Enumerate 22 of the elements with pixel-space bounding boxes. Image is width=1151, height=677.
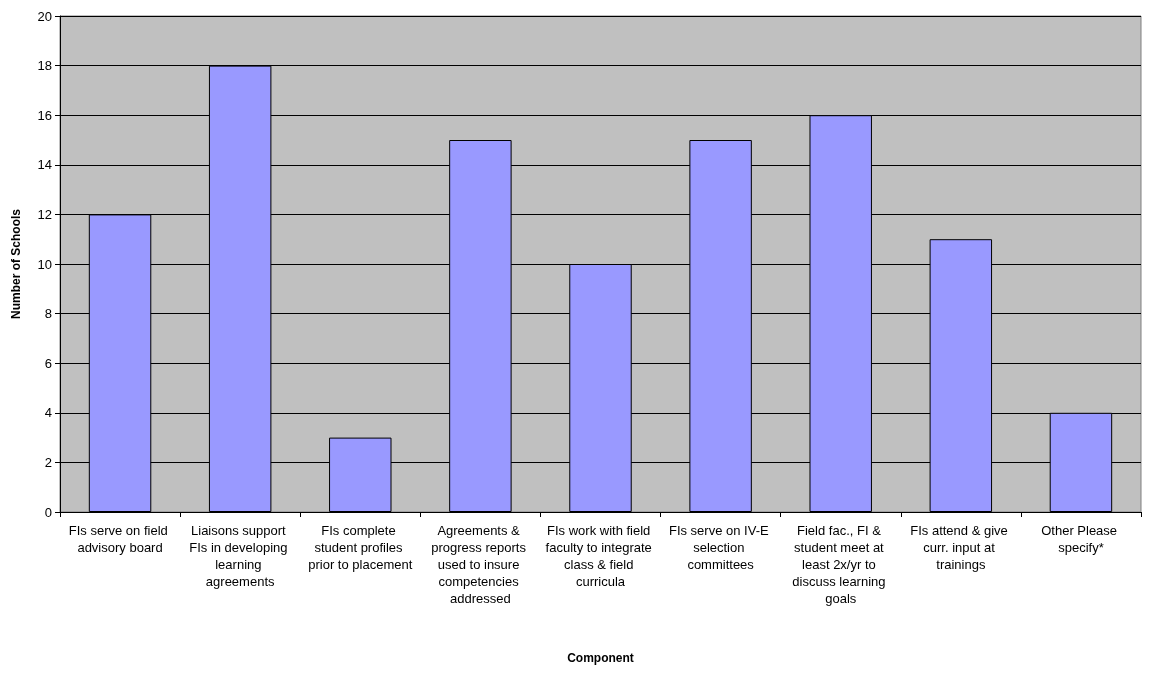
y-tick-label: 20 <box>37 8 52 24</box>
y-tick-label: 4 <box>44 405 52 421</box>
y-tick-label: 10 <box>37 256 52 272</box>
y-tick-label: 12 <box>37 206 52 222</box>
y-tick-label: 16 <box>37 107 52 123</box>
y-tick-label: 8 <box>44 306 52 322</box>
x-tick-label: FIs serve on IV-E selection committees <box>668 523 773 572</box>
y-axis-title: Number of Schools <box>9 208 23 320</box>
x-tick-label: Field fac., FI & student meet at least 2x/yr to discuss learning goals <box>792 523 890 606</box>
x-tick-label: FIs work with field faculty to integrate class & field curricula <box>545 523 656 589</box>
x-tick-label: FIs complete student profiles prior to placement <box>308 523 413 572</box>
x-tick-label: Liaisons support FIs in developing learning agreements <box>189 523 292 589</box>
x-tick-label: Agreements & progress reports used to insure competencies addressed <box>431 523 530 606</box>
y-tick-label: 18 <box>37 58 52 74</box>
x-tick-label: FIs serve on field advisory board <box>68 523 172 555</box>
y-tick-label: 6 <box>44 355 52 371</box>
y-tick-label: 2 <box>44 454 52 470</box>
x-tick-label: FIs attend & give curr. input at trainings <box>910 523 1012 572</box>
y-tick-label: 0 <box>44 504 52 520</box>
y-tick-label: 14 <box>37 157 52 173</box>
x-axis-title: Component <box>567 651 634 665</box>
x-tick-label: Other Please specify* <box>1041 523 1121 555</box>
